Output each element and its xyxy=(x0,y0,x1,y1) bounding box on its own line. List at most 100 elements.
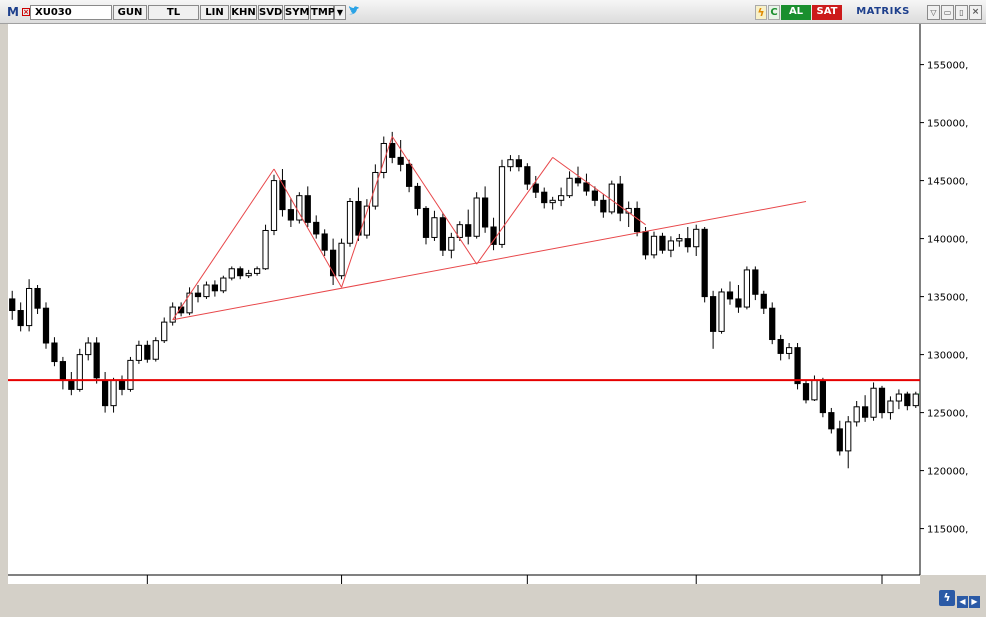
candle-body xyxy=(68,379,75,390)
trendline[interactable] xyxy=(172,200,807,321)
candle-body xyxy=(828,412,835,430)
trendline[interactable] xyxy=(391,136,478,265)
candle xyxy=(127,356,134,392)
candle xyxy=(355,187,362,241)
candle xyxy=(152,337,159,362)
trendline[interactable] xyxy=(476,157,554,265)
candle xyxy=(701,227,708,303)
candle xyxy=(557,187,565,207)
candle xyxy=(465,209,472,245)
candle xyxy=(186,287,193,316)
trendline[interactable] xyxy=(341,136,393,288)
template-button[interactable]: TMP xyxy=(310,5,336,20)
candle-body xyxy=(431,217,438,238)
sync-icon[interactable]: ϟ xyxy=(939,590,955,606)
app-logo[interactable]: M xyxy=(7,5,19,19)
scroll-left-icon[interactable]: ◀ xyxy=(957,596,968,608)
candle-body xyxy=(25,287,33,327)
candle xyxy=(895,389,903,410)
candle-body xyxy=(726,291,734,300)
candle-body xyxy=(186,292,193,314)
candle xyxy=(296,192,303,224)
candle-body xyxy=(253,268,261,274)
candle xyxy=(583,173,590,196)
period-button[interactable]: GUN xyxy=(113,5,147,20)
candle-body xyxy=(456,224,463,238)
scale-button[interactable]: LIN xyxy=(200,5,229,20)
trendline[interactable] xyxy=(172,168,275,321)
trendline[interactable] xyxy=(273,168,342,288)
maximize-icon[interactable]: ▯ xyxy=(955,5,968,20)
candle-body xyxy=(262,229,269,270)
candle xyxy=(245,269,252,279)
candle xyxy=(574,166,582,187)
candle xyxy=(439,213,447,256)
candle-body xyxy=(118,379,126,390)
currency-button[interactable]: TL xyxy=(148,5,199,20)
candle-body xyxy=(878,387,886,414)
candle xyxy=(718,288,725,334)
candle-body xyxy=(414,185,421,209)
candle xyxy=(693,224,700,256)
symbol-field[interactable]: XU030 xyxy=(30,5,112,20)
candle-body xyxy=(110,379,117,407)
candle-body xyxy=(769,307,776,341)
price-chart[interactable]: 155000, 150000, 145000, 140000, 135000, 13000… xyxy=(8,24,986,584)
minimize-icon[interactable]: ▽ xyxy=(927,5,940,20)
candle xyxy=(481,186,489,233)
candle xyxy=(380,136,387,179)
candle-body xyxy=(194,292,202,298)
close-icon[interactable]: × xyxy=(969,5,982,20)
symbol-button[interactable]: SYM xyxy=(284,5,310,20)
candle-body xyxy=(76,354,83,390)
candle xyxy=(861,395,869,422)
candle-body xyxy=(389,142,396,158)
candle-body xyxy=(684,238,691,248)
y-axis-ticks: 155000, 150000, 145000, 140000, 135000, 13000… xyxy=(920,61,968,536)
candle xyxy=(473,192,480,239)
candle-body xyxy=(735,298,742,308)
candle xyxy=(912,391,919,408)
trendline[interactable] xyxy=(552,156,646,226)
candle-body xyxy=(743,269,751,308)
candle xyxy=(262,224,269,270)
y-tick-label: 135000, xyxy=(927,293,968,304)
twitter-icon[interactable] xyxy=(348,5,360,20)
candle xyxy=(549,196,556,210)
candle-body xyxy=(346,200,354,244)
candle-body xyxy=(802,383,810,401)
candle-body xyxy=(42,307,50,344)
candle xyxy=(51,337,58,367)
candle xyxy=(34,285,41,314)
candle xyxy=(777,334,784,361)
candle-body xyxy=(135,344,143,361)
candle xyxy=(253,266,261,276)
candle xyxy=(329,238,337,285)
restore-icon[interactable]: ▭ xyxy=(941,5,954,20)
lightning-icon[interactable]: ϟ xyxy=(755,5,767,20)
candle-body xyxy=(397,156,404,165)
close-symbol-icon[interactable]: × xyxy=(22,8,30,16)
candle-body xyxy=(270,180,278,231)
scroll-right-icon[interactable]: ▶ xyxy=(969,596,980,608)
refresh-icon[interactable]: C xyxy=(768,5,780,20)
save-button[interactable]: SVD xyxy=(258,5,283,20)
candle-body xyxy=(836,428,843,452)
candle xyxy=(456,221,463,241)
candle xyxy=(709,290,717,349)
candle-body xyxy=(507,159,514,168)
candle-body xyxy=(9,298,16,312)
sell-button[interactable]: SAT xyxy=(812,5,842,20)
candle-body xyxy=(169,306,176,323)
dropdown-button[interactable]: ▼ xyxy=(334,5,346,20)
candle-body xyxy=(490,226,497,245)
candle-body xyxy=(574,177,582,184)
candlestick-series xyxy=(9,131,919,469)
candle xyxy=(735,285,742,313)
chart-type-button[interactable]: KHN xyxy=(230,5,257,20)
candle-body xyxy=(811,379,818,401)
candle xyxy=(684,227,691,253)
candle xyxy=(194,285,202,303)
candle xyxy=(802,380,810,404)
buy-button[interactable]: AL xyxy=(781,5,811,20)
